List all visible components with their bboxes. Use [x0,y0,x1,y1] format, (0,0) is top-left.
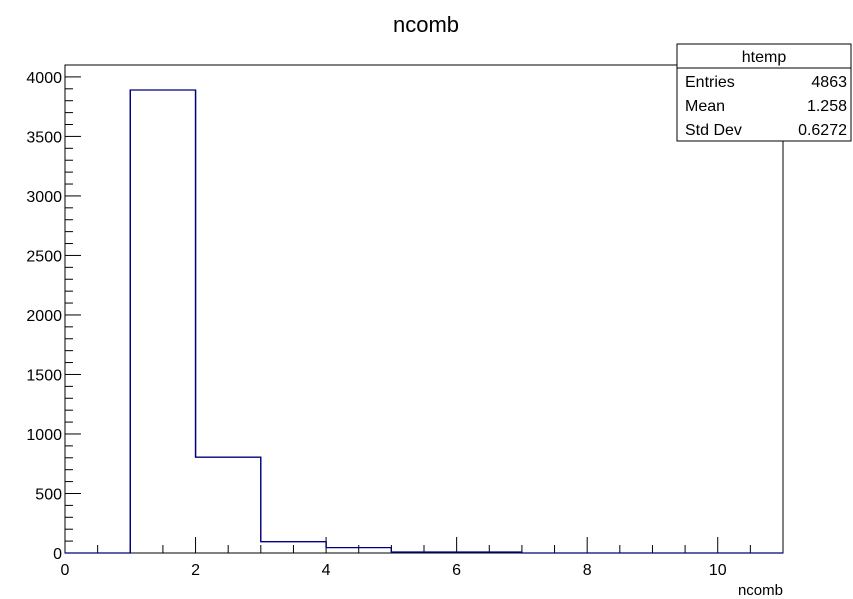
plot-area-border [64,64,784,554]
stats-entries-value: 4863 [811,74,847,91]
y-tick-label: 1500 [26,367,62,384]
stats-box-name: htemp [742,49,787,66]
x-tick-label: 0 [61,562,70,579]
histogram-bin [130,90,195,553]
stats-box-frame [676,43,852,142]
stats-mean-label: Mean [685,98,725,115]
stats-box: htemp Entries 4863 Mean 1.258 Std Dev 0.… [676,43,852,142]
y-tick-label: 0 [53,546,62,563]
x-axis-label: ncomb [738,582,783,599]
x-tick-label: 4 [322,562,331,579]
y-tick-label: 1000 [26,427,62,444]
histogram-outline [65,89,783,554]
y-tick-label: 4000 [26,70,62,87]
y-tick-label: 2000 [26,308,62,325]
plot-frame [64,64,784,554]
x-tick-label: 8 [583,562,592,579]
y-tick-label: 3500 [26,129,62,146]
histogram-bin [196,457,261,553]
stats-stddev-value: 0.6272 [798,122,847,139]
chart-title: ncomb [393,12,459,37]
x-axis: 0 2 4 6 8 10 [61,537,784,579]
stats-entries-label: Entries [685,74,735,91]
x-tick-label: 6 [452,562,461,579]
x-tick-label: 10 [709,562,727,579]
y-tick-label: 3000 [26,189,62,206]
histogram-bars [65,89,783,554]
x-tick-label: 2 [191,562,200,579]
y-tick-label: 500 [35,486,62,503]
stats-mean-value: 1.258 [807,98,847,115]
y-tick-label: 2500 [26,248,62,265]
stats-stddev-label: Std Dev [685,122,742,139]
y-axis: 0 500 1000 1500 2000 2500 3000 3500 4000 [26,64,81,563]
